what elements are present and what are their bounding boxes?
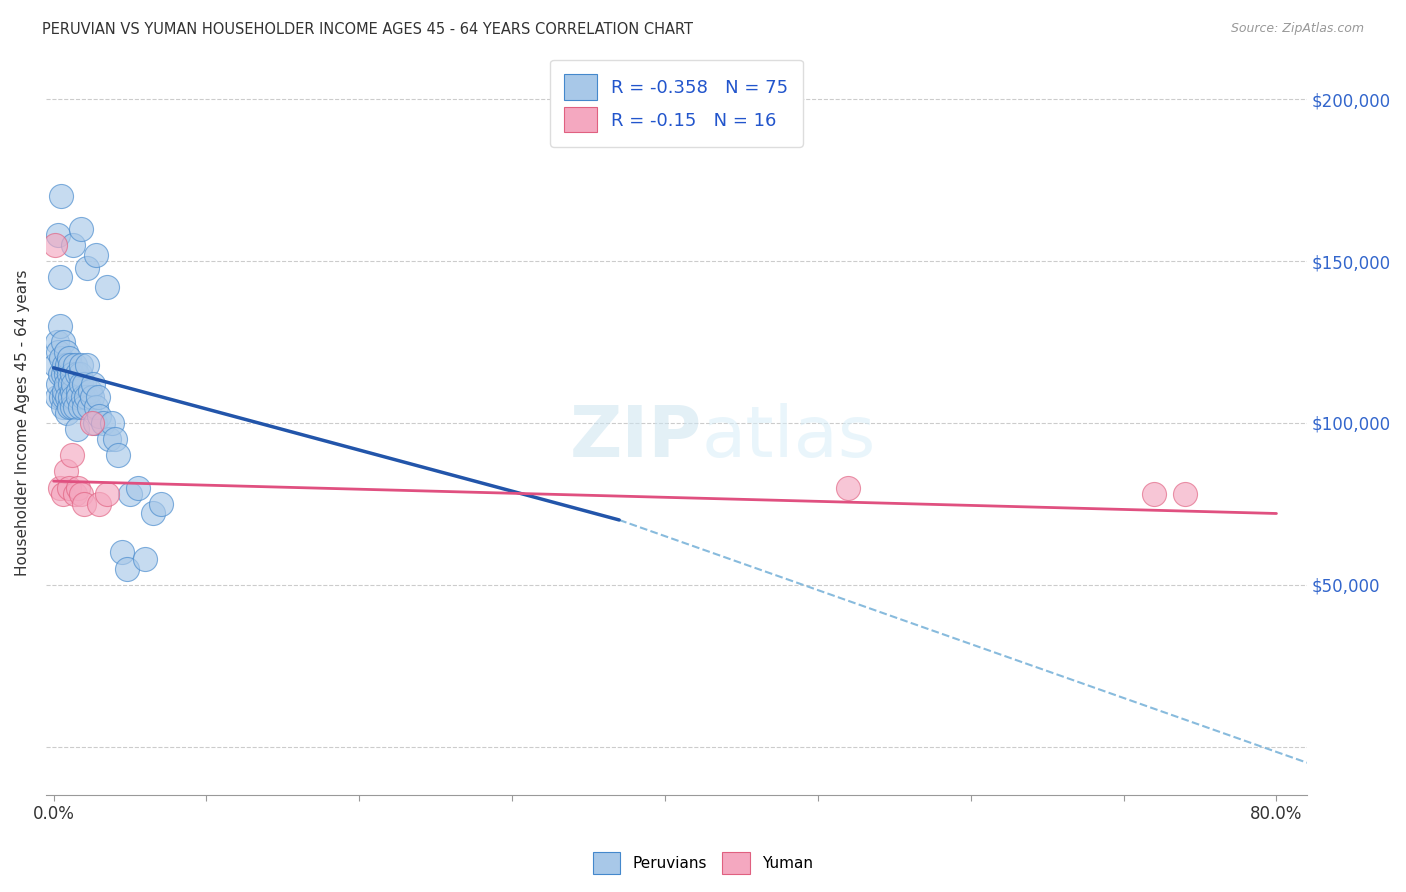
Point [46, 344, 69, 359]
Text: PERUVIAN VS YUMAN HOUSEHOLDER INCOME AGES 45 - 64 YEARS CORRELATION CHART: PERUVIAN VS YUMAN HOUSEHOLDER INCOME AGE… [42, 22, 693, 37]
Point [91, 416, 114, 430]
Point [1174, 487, 1197, 501]
Point [70, 377, 93, 392]
Legend: Peruvians, Yuman: Peruvians, Yuman [586, 846, 820, 880]
Point [67, 384, 90, 398]
Point [87, 390, 110, 404]
Point [837, 481, 859, 495]
Point [115, 561, 138, 575]
Point [72, 390, 94, 404]
Point [86, 400, 108, 414]
Point [60, 384, 83, 398]
Point [52, 368, 75, 382]
Point [46, 377, 69, 392]
Point [48, 318, 70, 333]
Point [79, 384, 101, 398]
Point [45, 334, 67, 349]
Point [149, 497, 172, 511]
Point [89, 497, 111, 511]
Point [80, 416, 103, 430]
Point [73, 400, 96, 414]
Point [60, 400, 83, 414]
Point [76, 358, 98, 372]
Point [48, 270, 70, 285]
Point [59, 377, 82, 392]
Point [59, 390, 82, 404]
Point [56, 406, 79, 420]
Point [89, 409, 111, 424]
Point [73, 497, 96, 511]
Point [44, 238, 66, 252]
Point [53, 390, 76, 404]
Point [62, 238, 84, 252]
Point [51, 351, 73, 366]
Point [44, 358, 66, 372]
Point [76, 260, 98, 275]
Point [100, 416, 122, 430]
Text: atlas: atlas [702, 403, 876, 472]
Point [83, 416, 105, 430]
Point [63, 487, 86, 501]
Point [55, 377, 77, 392]
Text: Source: ZipAtlas.com: Source: ZipAtlas.com [1230, 22, 1364, 36]
Point [59, 358, 82, 372]
Point [52, 334, 75, 349]
Point [73, 377, 96, 392]
Point [65, 368, 87, 382]
Point [60, 448, 83, 462]
Point [52, 400, 75, 414]
Point [77, 400, 100, 414]
Point [111, 545, 134, 559]
Point [46, 228, 69, 243]
Point [67, 481, 90, 495]
Point [65, 422, 87, 436]
Point [63, 358, 86, 372]
Y-axis label: Householder Income Ages 45 - 64 years: Householder Income Ages 45 - 64 years [15, 269, 30, 576]
Point [70, 221, 93, 235]
Point [63, 400, 86, 414]
Point [58, 351, 80, 366]
Point [60, 368, 83, 382]
Point [53, 358, 76, 372]
Point [55, 464, 77, 478]
Point [118, 487, 141, 501]
Point [51, 390, 73, 404]
Point [55, 344, 77, 359]
Point [67, 390, 90, 404]
Point [45, 390, 67, 404]
Point [58, 481, 80, 495]
Point [96, 280, 118, 294]
Point [107, 448, 129, 462]
Point [80, 390, 103, 404]
Point [62, 377, 84, 392]
Point [104, 432, 127, 446]
Point [62, 390, 84, 404]
Text: ZIP: ZIP [569, 403, 702, 472]
Point [70, 487, 93, 501]
Point [56, 358, 79, 372]
Point [69, 400, 91, 414]
Point [51, 189, 73, 203]
Point [70, 358, 93, 372]
Point [127, 481, 149, 495]
Point [142, 507, 165, 521]
Point [52, 487, 75, 501]
Point [56, 390, 79, 404]
Point [48, 368, 70, 382]
Point [96, 487, 118, 501]
Point [1143, 487, 1166, 501]
Point [53, 384, 76, 398]
Point [134, 551, 156, 566]
Point [82, 377, 104, 392]
Point [69, 368, 91, 382]
Point [75, 390, 97, 404]
Point [97, 432, 120, 446]
Point [86, 247, 108, 261]
Point [58, 368, 80, 382]
Legend: R = -0.358   N = 75, R = -0.15   N = 16: R = -0.358 N = 75, R = -0.15 N = 16 [550, 60, 803, 147]
Point [48, 481, 70, 495]
Point [58, 400, 80, 414]
Point [55, 368, 77, 382]
